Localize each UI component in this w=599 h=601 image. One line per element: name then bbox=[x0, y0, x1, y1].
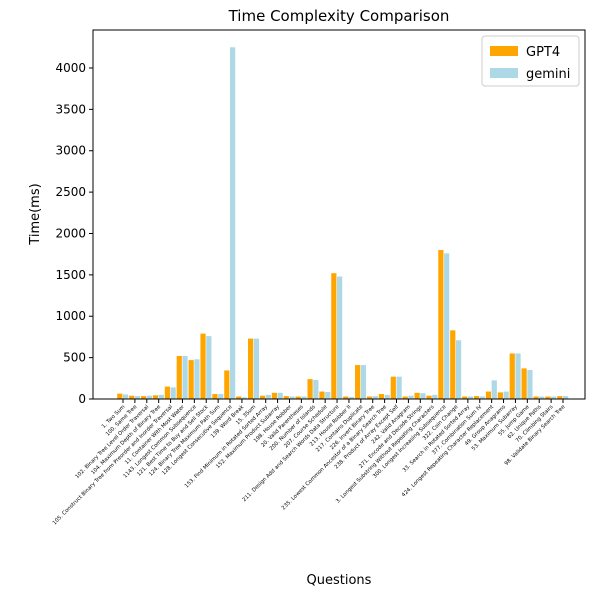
bar bbox=[426, 395, 432, 399]
bar bbox=[277, 392, 283, 399]
bar bbox=[271, 392, 277, 399]
bar bbox=[188, 360, 194, 399]
bar bbox=[563, 396, 569, 399]
bar bbox=[152, 395, 159, 399]
legend-swatch bbox=[490, 46, 518, 56]
bar bbox=[283, 396, 289, 399]
bar bbox=[527, 370, 533, 399]
bar bbox=[176, 355, 182, 399]
y-tick-label: 4000 bbox=[55, 61, 86, 75]
bar bbox=[438, 250, 444, 399]
y-axis-label: Time(ms) bbox=[28, 183, 43, 245]
bar bbox=[295, 396, 301, 399]
legend-label: gemini bbox=[526, 67, 570, 82]
bar bbox=[218, 394, 224, 399]
bar bbox=[408, 395, 414, 399]
bar bbox=[259, 395, 266, 399]
bar bbox=[551, 396, 557, 399]
bar bbox=[420, 393, 426, 399]
bar bbox=[450, 330, 456, 399]
bar bbox=[491, 380, 497, 399]
bar bbox=[313, 379, 319, 399]
chart-title: Time Complexity Comparison bbox=[228, 7, 450, 25]
bar bbox=[390, 376, 396, 399]
bar bbox=[123, 394, 129, 399]
bar bbox=[372, 396, 378, 399]
bar bbox=[384, 394, 390, 399]
bar bbox=[360, 365, 367, 399]
bar bbox=[325, 391, 331, 399]
bar bbox=[307, 379, 313, 399]
bar bbox=[509, 353, 515, 399]
bar bbox=[158, 394, 164, 399]
bar bbox=[467, 396, 474, 399]
bar bbox=[521, 368, 527, 399]
bar bbox=[348, 396, 355, 399]
bar bbox=[337, 276, 343, 399]
bar bbox=[117, 393, 123, 399]
bar bbox=[230, 47, 236, 399]
bar bbox=[515, 353, 521, 399]
bar bbox=[129, 395, 135, 399]
bar bbox=[402, 396, 408, 399]
bar bbox=[331, 273, 337, 399]
bar bbox=[503, 391, 509, 399]
y-tick-label: 1500 bbox=[55, 268, 86, 282]
bar bbox=[319, 391, 325, 399]
bar bbox=[265, 394, 271, 399]
y-tick-label: 2500 bbox=[55, 185, 86, 199]
bar bbox=[253, 338, 260, 399]
plot-frame bbox=[92, 29, 586, 400]
bar bbox=[248, 338, 254, 399]
bar bbox=[170, 387, 176, 399]
bar bbox=[343, 396, 349, 399]
bar bbox=[134, 396, 141, 399]
bar bbox=[241, 397, 248, 399]
bar bbox=[164, 386, 170, 399]
bar bbox=[355, 365, 361, 399]
bar bbox=[479, 396, 485, 399]
y-tick-label: 2000 bbox=[55, 226, 86, 240]
bar bbox=[146, 395, 152, 399]
bar bbox=[533, 396, 539, 399]
bar bbox=[366, 396, 373, 399]
legend-swatch bbox=[490, 68, 518, 78]
bar bbox=[557, 396, 563, 399]
bar bbox=[545, 396, 551, 399]
bar bbox=[194, 359, 200, 399]
bar bbox=[414, 392, 420, 399]
bar bbox=[140, 396, 147, 399]
bar bbox=[289, 396, 295, 399]
legend-label: GPT4 bbox=[526, 45, 560, 60]
y-tick-label: 1000 bbox=[55, 309, 86, 323]
bar bbox=[396, 376, 402, 399]
bar bbox=[444, 253, 450, 399]
bar bbox=[378, 394, 385, 399]
bar bbox=[455, 340, 462, 399]
bar bbox=[462, 396, 468, 399]
bar bbox=[224, 370, 230, 399]
y-tick-label: 3000 bbox=[55, 144, 86, 158]
bar bbox=[432, 394, 438, 399]
y-tick-label: 3500 bbox=[55, 102, 86, 116]
bar bbox=[206, 336, 212, 399]
bar bbox=[301, 396, 307, 399]
x-axis-label: Questions bbox=[307, 573, 372, 588]
bar bbox=[473, 396, 480, 399]
bar bbox=[200, 333, 206, 399]
bar bbox=[212, 394, 218, 399]
bar bbox=[485, 391, 492, 399]
y-tick-label: 0 bbox=[78, 392, 86, 406]
bar bbox=[497, 392, 503, 399]
bar bbox=[539, 396, 545, 399]
y-tick-label: 500 bbox=[63, 351, 86, 365]
bar bbox=[182, 355, 188, 399]
bar bbox=[236, 396, 242, 399]
